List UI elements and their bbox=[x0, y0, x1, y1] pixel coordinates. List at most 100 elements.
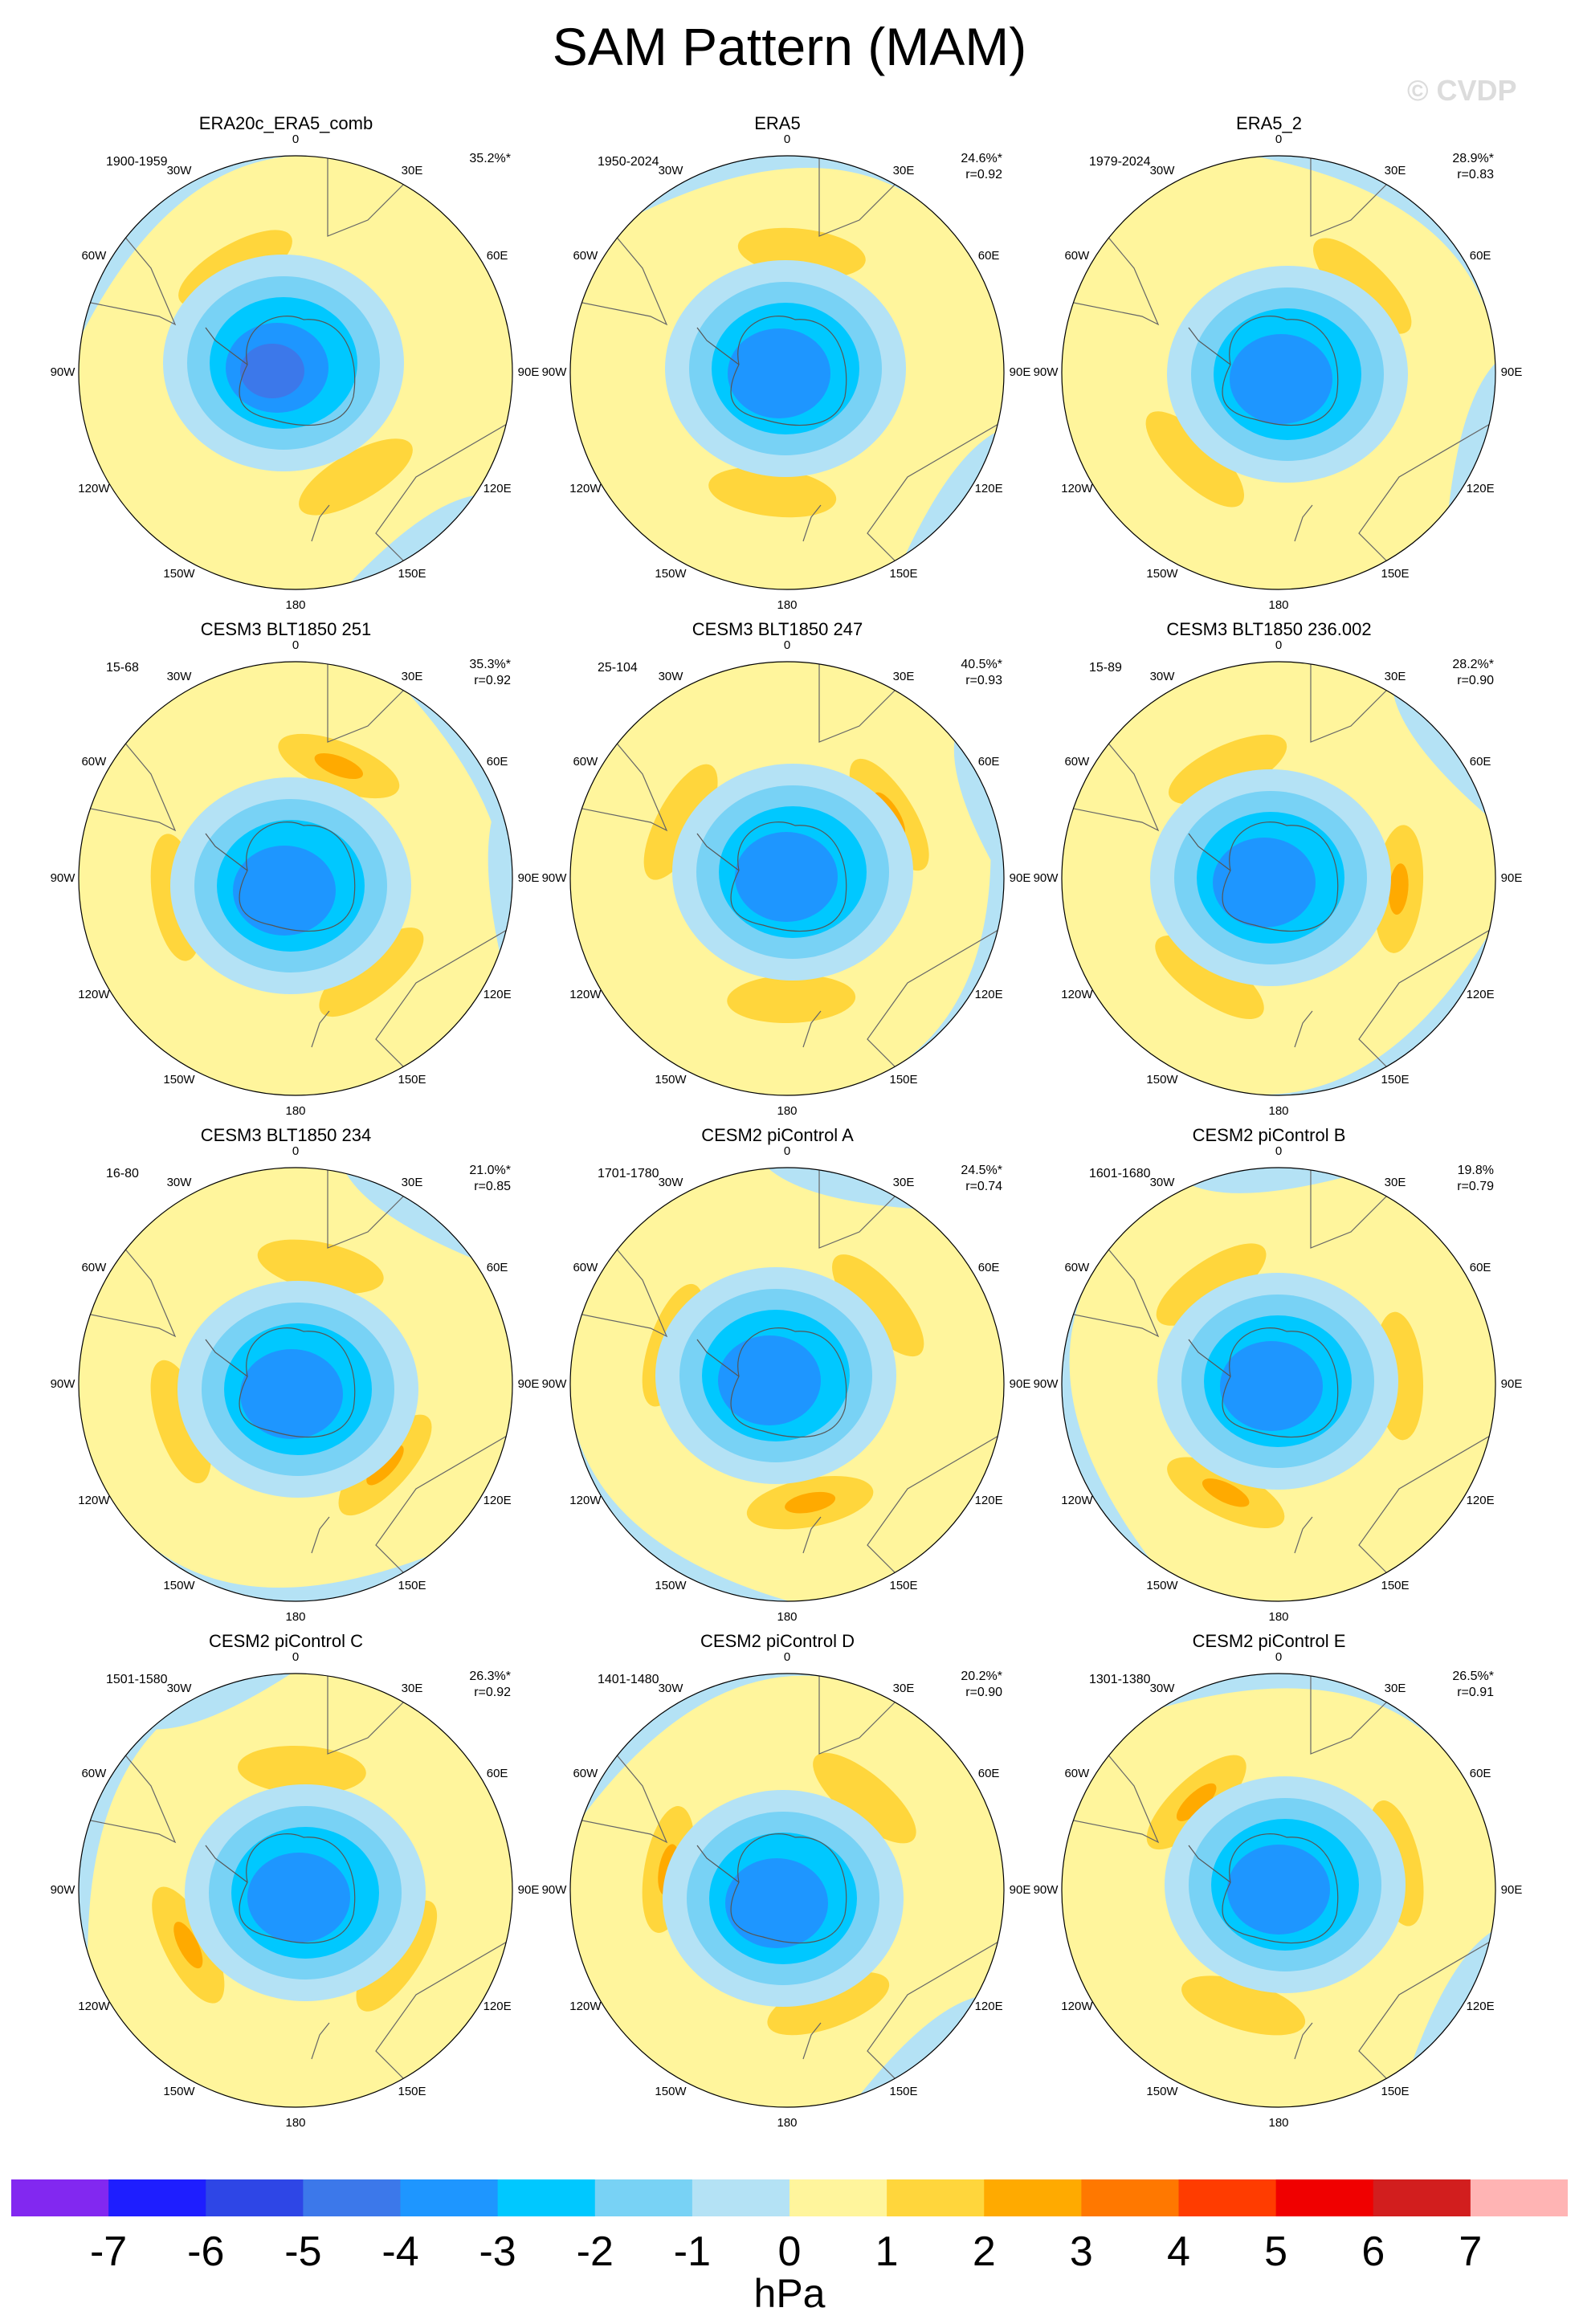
panel-stats: 35.3%* r=0.92 bbox=[469, 657, 511, 689]
longitude-label: 150W bbox=[163, 1073, 195, 1087]
colorbar-swatch bbox=[692, 2179, 790, 2216]
longitude-label: 120E bbox=[1466, 988, 1495, 1001]
weak-negative-region bbox=[79, 1697, 198, 1960]
polar-map bbox=[1061, 1673, 1496, 2108]
south-america-coastline bbox=[79, 725, 177, 832]
peninsula-coastline bbox=[205, 1339, 248, 1377]
longitude-label: 60W bbox=[81, 1261, 107, 1274]
pattern-correlation: r=0.90 bbox=[965, 1686, 1002, 1699]
longitude-label: 90W bbox=[50, 871, 75, 885]
colorbar-tick-label: 0 bbox=[777, 2228, 802, 2275]
longitude-label: 120W bbox=[569, 2000, 602, 2013]
colorbar-tick-label: -4 bbox=[381, 2228, 419, 2275]
longitude-label: 0 bbox=[783, 1650, 791, 1664]
positive-core bbox=[1176, 1783, 1217, 1821]
longitude-label: 90E bbox=[517, 365, 540, 379]
peninsula-coastline bbox=[696, 1339, 740, 1377]
longitude-label: 60E bbox=[486, 1261, 508, 1274]
longitude-label: 60W bbox=[573, 755, 598, 769]
peninsula-coastline bbox=[696, 833, 740, 871]
panel-stats: 35.2%* bbox=[469, 151, 511, 167]
longitude-label: 90W bbox=[541, 1377, 567, 1391]
panel-title: CESM2 piControl A bbox=[701, 1125, 854, 1145]
longitude-label: 60E bbox=[977, 249, 1000, 263]
longitude-label: 30E bbox=[892, 1175, 915, 1189]
africa-coastline bbox=[327, 1168, 409, 1249]
map-border bbox=[78, 155, 513, 590]
longitude-label: 180 bbox=[1268, 2116, 1289, 2130]
map-border bbox=[569, 661, 1005, 1096]
africa-coastline bbox=[818, 1674, 900, 1755]
panel-title: ERA20c_ERA5_comb bbox=[198, 113, 373, 133]
longitude-label: 120W bbox=[78, 482, 110, 495]
negative-ring-4 bbox=[1213, 838, 1316, 928]
longitude-label: 90W bbox=[541, 1883, 567, 1897]
longitude-label: 30E bbox=[1384, 163, 1406, 177]
longitude-label: 60E bbox=[977, 1261, 1000, 1274]
longitude-label: 90W bbox=[541, 871, 567, 885]
new-zealand-coastline bbox=[802, 2022, 822, 2060]
antarctica-coastline bbox=[730, 822, 847, 932]
pattern-correlation: r=0.92 bbox=[474, 1686, 511, 1699]
panel-stats: 28.2%* r=0.90 bbox=[1452, 657, 1494, 689]
panel-period: 1301-1380 bbox=[1089, 1673, 1151, 1686]
panel-title: CESM2 piControl C bbox=[209, 1631, 363, 1651]
longitude-label: 30W bbox=[166, 1681, 192, 1695]
positive-core bbox=[366, 1445, 404, 1486]
longitude-label: 0 bbox=[292, 1650, 300, 1664]
panel-period: 1501-1580 bbox=[106, 1673, 168, 1686]
units-label: hPa bbox=[753, 2271, 826, 2316]
negative-ring-4 bbox=[728, 328, 830, 418]
positive-lobe bbox=[1155, 935, 1264, 1019]
longitude-label: 180 bbox=[1268, 1104, 1289, 1118]
variance-explained: 21.0%* bbox=[469, 1164, 511, 1177]
peninsula-coastline bbox=[696, 327, 740, 365]
longitude-label: 0 bbox=[292, 133, 300, 146]
antarctica-coastline bbox=[1222, 1327, 1339, 1438]
longitude-label: 120W bbox=[1061, 2000, 1093, 2013]
longitude-label: 120W bbox=[1061, 988, 1093, 1001]
antarctica-coastline bbox=[239, 316, 356, 426]
longitude-label: 120W bbox=[78, 1494, 110, 1507]
panel-title: CESM3 BLT1850 234 bbox=[200, 1125, 372, 1145]
longitude-label: 120W bbox=[78, 988, 110, 1001]
longitude-label: 90W bbox=[1033, 1883, 1059, 1897]
polar-map bbox=[1061, 661, 1496, 1096]
longitude-label: 30E bbox=[892, 163, 915, 177]
panel-period: 1900-1959 bbox=[106, 155, 168, 169]
map-border bbox=[78, 1167, 513, 1602]
longitude-label: 90W bbox=[50, 1883, 75, 1897]
positive-core bbox=[1389, 863, 1409, 915]
longitude-label: 60W bbox=[1064, 1767, 1090, 1780]
new-zealand-coastline bbox=[1294, 504, 1313, 542]
polar-map bbox=[569, 1673, 1005, 2108]
longitude-label: 150E bbox=[889, 1073, 918, 1087]
longitude-label: 120E bbox=[1466, 2000, 1495, 2013]
map-border bbox=[1061, 155, 1496, 590]
longitude-label: 120E bbox=[1466, 1494, 1495, 1507]
negative-ring-4 bbox=[1220, 1341, 1323, 1431]
longitude-label: 150E bbox=[1381, 567, 1410, 581]
colorbar-swatch bbox=[206, 2179, 304, 2216]
negative-ring-4 bbox=[247, 1853, 350, 1943]
longitude-label: 30W bbox=[658, 669, 683, 683]
colorbar-swatch bbox=[1275, 2179, 1374, 2216]
colorbar-swatch bbox=[1081, 2179, 1180, 2216]
variance-explained: 20.2%* bbox=[961, 1670, 1002, 1683]
south-america-coastline bbox=[1062, 1737, 1160, 1844]
longitude-label: 60W bbox=[573, 1767, 598, 1780]
longitude-label: 0 bbox=[292, 1144, 300, 1158]
positive-core bbox=[173, 1922, 203, 1969]
longitude-label: 180 bbox=[777, 598, 798, 612]
polar-map bbox=[1061, 155, 1496, 590]
longitude-label: 30E bbox=[892, 669, 915, 683]
longitude-label: 90E bbox=[1009, 365, 1031, 379]
colorbar-swatch bbox=[984, 2179, 1082, 2216]
colorbar-swatch bbox=[790, 2179, 887, 2216]
south-america-coastline bbox=[79, 1231, 177, 1338]
cvdp-watermark: © CVDP bbox=[1407, 74, 1517, 107]
map-panel: CESM3 BLT1850 247 25-104 40.5%* r=0.93 0 30E 6… bbox=[520, 619, 1034, 1126]
longitude-label: 120W bbox=[569, 988, 602, 1001]
panel-period: 16-80 bbox=[106, 1167, 139, 1180]
negative-ring-4 bbox=[240, 1349, 343, 1439]
